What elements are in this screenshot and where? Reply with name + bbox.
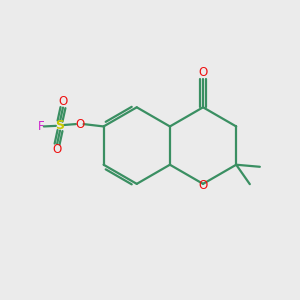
Text: O: O <box>58 95 68 108</box>
Text: O: O <box>52 143 62 157</box>
Text: O: O <box>75 118 85 130</box>
Text: O: O <box>198 179 208 192</box>
Text: F: F <box>38 120 44 133</box>
Text: S: S <box>56 119 64 132</box>
Text: O: O <box>198 66 208 79</box>
